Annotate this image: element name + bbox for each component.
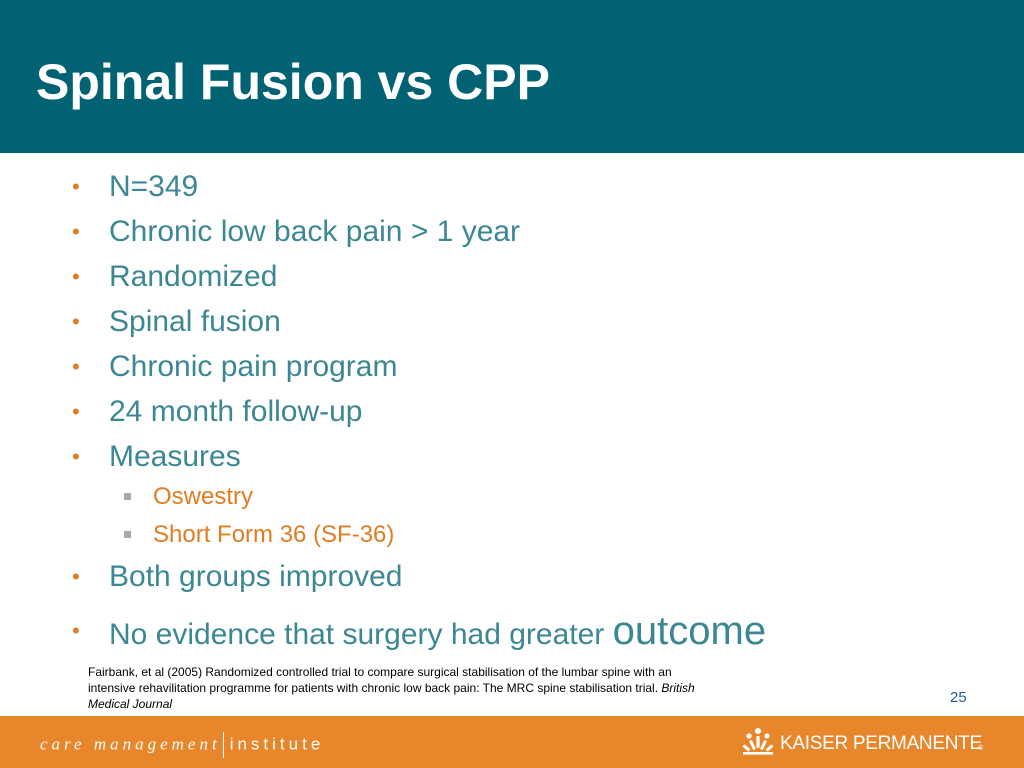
bullet-text: 24 month follow-up [109,395,363,428]
page-number: 25 [950,689,967,706]
bullet-text: Spinal fusion [109,305,281,338]
bullet-dot-icon: • [72,309,80,334]
citation-journal: British Medical Journal [88,681,695,711]
bullet-text: Chronic low back pain > 1 year [109,215,521,248]
citation: Fairbank, et al (2005) Randomized contro… [88,664,698,712]
bullet-text: Both groups improved [109,560,403,593]
bullet-dot-icon: • [72,618,80,643]
bullet-dot-icon: • [72,564,80,589]
registered-mark: ® [978,745,984,752]
bullet-text-emphasis: outcome [612,609,767,653]
footer-bar: care management institute KAISER PERMANEN… [0,716,1024,768]
care-management-institute-logo: care management institute [40,732,324,758]
logo-divider [222,732,224,758]
bullet-text: Randomized [109,260,278,293]
bullet-dot-icon: • [72,174,80,199]
bullet-text: Measures [109,440,241,473]
logo-text-institute: institute [229,734,325,754]
sub-bullet-text: Oswestry [153,483,254,510]
slide-title: Spinal Fusion vs CPP [36,54,550,110]
kp-sunburst-icon [742,728,774,755]
bullet-dot-icon: • [72,354,80,379]
bullet-text: Chronic pain program [109,350,398,383]
bullet-dot-icon: • [72,264,80,289]
bullet-text-main: No evidence that surgery had greater [109,618,605,651]
square-bullet-icon [124,493,131,500]
bullet-text: N=349 [109,170,199,203]
title-bar: Spinal Fusion vs CPP [0,0,1024,153]
bullet-dot-icon: • [72,399,80,424]
square-bullet-icon [124,531,131,538]
bullet-dot-icon: • [72,219,80,244]
kp-wordmark: KAISER PERMANENTE [780,733,982,754]
sub-bullet-text: Short Form 36 (SF-36) [153,521,395,548]
citation-text: Fairbank, et al (2005) Randomized contro… [88,665,672,695]
bullet-text: No evidence that surgery had greater out… [109,611,766,652]
bullet-dot-icon: • [72,444,80,469]
logo-text-care-management: care management [40,734,221,754]
